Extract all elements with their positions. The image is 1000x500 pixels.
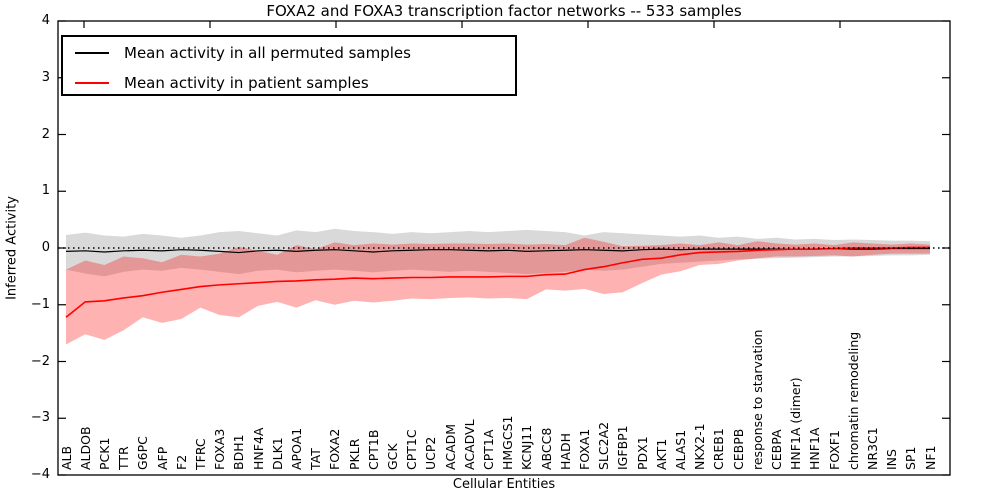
x-category-label: ALAS1 <box>672 429 688 470</box>
x-category-label: CEBPA <box>768 429 784 471</box>
chart-title: FOXA2 and FOXA3 transcription factor net… <box>266 2 742 20</box>
x-category-label: BDH1 <box>231 434 247 470</box>
x-category-label: CREB1 <box>711 428 727 470</box>
x-category-label: CPT1B <box>365 429 381 470</box>
x-category-label: INS <box>884 449 900 470</box>
y-tick-label: −2 <box>30 353 50 369</box>
x-category-label: chromatin remodeling <box>845 331 861 470</box>
permuted-band <box>66 228 930 277</box>
x-category-label: FOXF1 <box>826 430 842 470</box>
x-axis-label: Cellular Entities <box>452 477 556 492</box>
y-tick-label: −3 <box>30 410 50 426</box>
legend-label-patient: Mean activity in patient samples <box>124 73 369 92</box>
x-category-label: NF1 <box>922 445 938 471</box>
x-category-label: FOXA1 <box>576 428 592 470</box>
x-category-label: HNF1A (dimer) <box>788 377 804 470</box>
legend: Mean activity in all permuted samples Me… <box>61 35 517 96</box>
x-category-label: ALDOB <box>77 426 93 470</box>
patient-band <box>66 237 930 345</box>
y-tick-label: 3 <box>41 69 50 85</box>
x-category-label: ALB <box>58 445 74 470</box>
legend-label-permuted: Mean activity in all permuted samples <box>124 43 411 62</box>
y-tick-label: −1 <box>30 296 50 312</box>
x-category-label: TTR <box>116 446 132 470</box>
y-tick-label: 2 <box>41 126 50 142</box>
x-category-label: NR3C1 <box>864 427 880 470</box>
y-tick-label: 1 <box>41 183 50 199</box>
x-category-label: KCNJ11 <box>519 424 535 470</box>
x-category-label: CPT1C <box>404 429 420 470</box>
legend-entry-patient: Mean activity in patient samples <box>63 68 515 97</box>
x-category-label: response to starvation <box>749 329 765 471</box>
x-category-label: HADH <box>557 433 573 470</box>
x-category-label: ACADM <box>442 423 458 470</box>
x-category-label: TAT <box>308 448 324 470</box>
x-category-label: HMGCS1 <box>500 415 516 471</box>
black-line-icon <box>75 51 109 54</box>
y-tick-label: 0 <box>41 240 50 255</box>
x-category-label: FOXA2 <box>327 428 343 470</box>
x-category-label: AKT1 <box>653 438 669 470</box>
x-category-label: GCK <box>384 443 400 470</box>
x-category-label: FOXA3 <box>212 428 228 470</box>
x-category-label: PDX1 <box>634 436 650 470</box>
x-category-label: DLK1 <box>269 437 285 470</box>
x-category-label: PCK1 <box>96 437 112 470</box>
x-category-label: IGFBP1 <box>615 425 631 470</box>
x-category-label: NKX2-1 <box>692 423 708 470</box>
patient-mean-line <box>65 246 930 318</box>
x-category-label: AFP <box>154 446 170 470</box>
x-category-label: HNF4A <box>250 427 266 470</box>
x-category-label: F2 <box>173 454 189 470</box>
x-category-label: ABCC8 <box>538 427 554 470</box>
x-category-label: HNF1A <box>807 427 823 470</box>
x-category-label: G6PC <box>135 436 151 470</box>
x-category-label: SP1 <box>903 446 919 470</box>
x-category-label: TFRC <box>192 438 208 470</box>
x-category-label: PKLR <box>346 438 362 470</box>
x-category-label: SLC2A2 <box>596 421 612 470</box>
y-tick-label: 4 <box>41 13 50 28</box>
x-category-label: CPT1A <box>480 429 496 470</box>
red-line-icon <box>75 81 109 84</box>
x-category-label: APOA1 <box>288 427 304 470</box>
legend-entry-permuted: Mean activity in all permuted samples <box>63 38 515 67</box>
x-category-label: ACADVL <box>461 419 477 470</box>
x-category-label: UCP2 <box>423 436 439 470</box>
y-tick-label: −4 <box>30 467 50 482</box>
x-category-label: CEBPB <box>730 428 746 470</box>
